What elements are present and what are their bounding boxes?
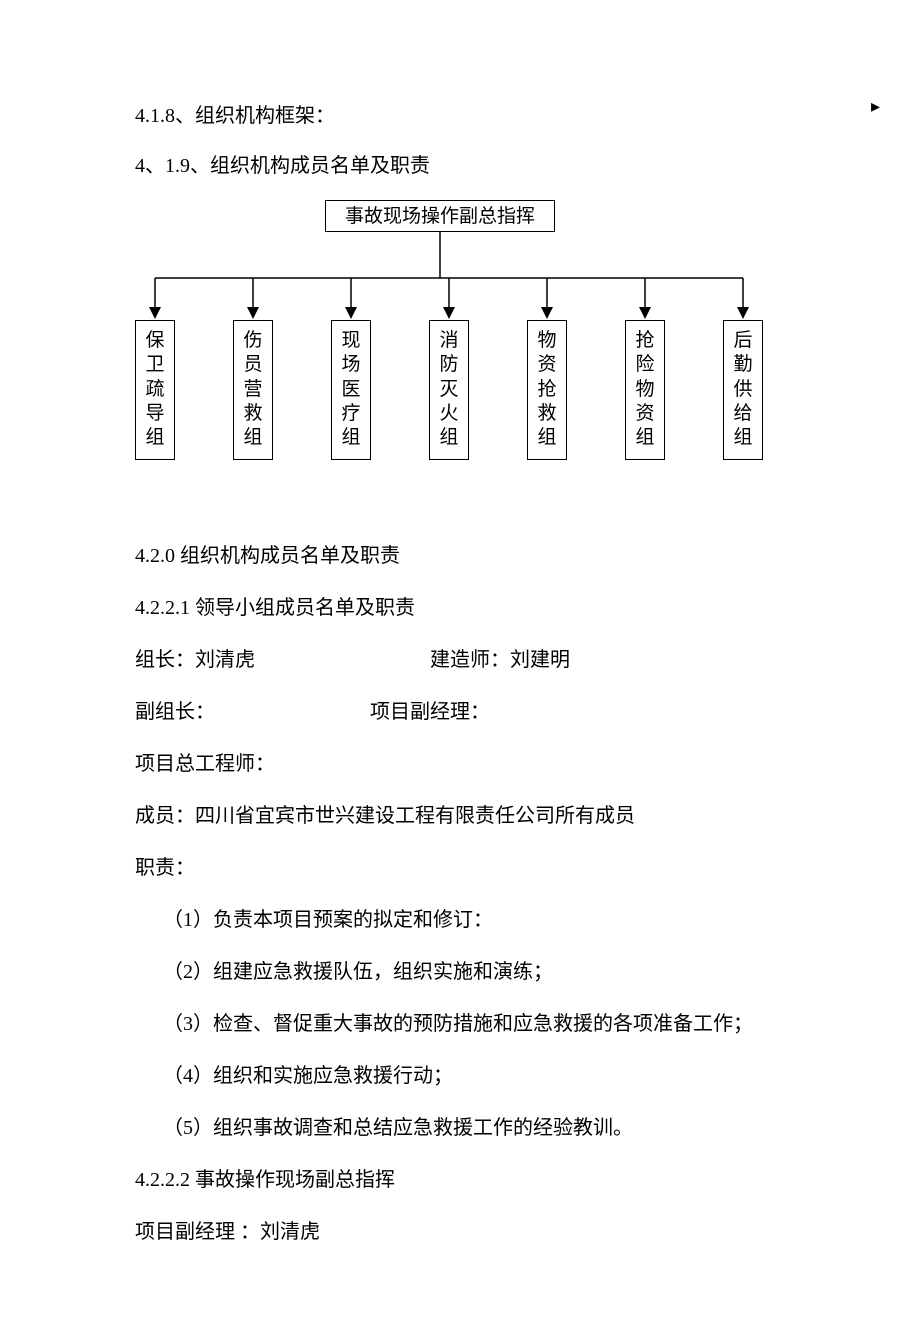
org-chart-child-3: 消防灭火组 [429, 320, 469, 460]
org-chart-child-0: 保卫疏导组 [135, 320, 175, 460]
leader-row: 组长：刘清虎 建造师：刘建明 [135, 644, 785, 676]
deputy-left: 副组长： [135, 696, 365, 728]
page-corner-caret: ▸ [871, 96, 880, 117]
heading-418: 4.1.8、组织机构框架： [135, 100, 785, 132]
heading-4222: 4.2.2.2 事故操作现场副总指挥 [135, 1164, 785, 1196]
duties-label: 职责： [135, 852, 785, 884]
duty-1: （1）负责本项目预案的拟定和修订： [135, 904, 785, 936]
leader-right: 建造师：刘建明 [430, 644, 570, 676]
org-chart-child-2: 现场医疗组 [331, 320, 371, 460]
duty-4: （4）组织和实施应急救援行动； [135, 1060, 785, 1092]
heading-4221: 4.2.2.1 领导小组成员名单及职责 [135, 592, 785, 624]
leader-left: 组长：刘清虎 [135, 644, 425, 676]
members-line: 成员：四川省宜宾市世兴建设工程有限责任公司所有成员 [135, 800, 785, 832]
duty-5: （5）组织事故调查和总结应急救援工作的经验教训。 [135, 1112, 785, 1144]
chief-engineer: 项目总工程师： [135, 748, 785, 780]
deputy-pm: 项目副经理 ：刘清虎 [135, 1216, 785, 1248]
org-chart-child-1: 伤员营救组 [233, 320, 273, 460]
org-chart-child-5: 抢险物资组 [625, 320, 665, 460]
duty-3: （3）检查、督促重大事故的预防措施和应急救援的各项准备工作； [135, 1008, 785, 1040]
deputy-right: 项目副经理： [370, 696, 490, 728]
org-chart-child-4: 物资抢救组 [527, 320, 567, 460]
document-page: 4.1.8、组织机构框架： 4、1.9、组织机构成员名单及职责 事故现场操作副总… [0, 0, 920, 1328]
org-chart-child-6: 后勤供给组 [723, 320, 763, 460]
deputy-row: 副组长： 项目副经理： [135, 696, 785, 728]
heading-420: 4.2.0 组织机构成员名单及职责 [135, 540, 785, 572]
org-chart-root: 事故现场操作副总指挥 [325, 200, 555, 232]
duty-2: （2）组建应急救援队伍，组织实施和演练； [135, 956, 785, 988]
heading-419: 4、1.9、组织机构成员名单及职责 [135, 150, 785, 182]
org-chart: 事故现场操作副总指挥 保卫疏导组 伤员营救组 现场医疗组 消防灭火组 物资抢救组 抢险物资… [135, 200, 795, 500]
